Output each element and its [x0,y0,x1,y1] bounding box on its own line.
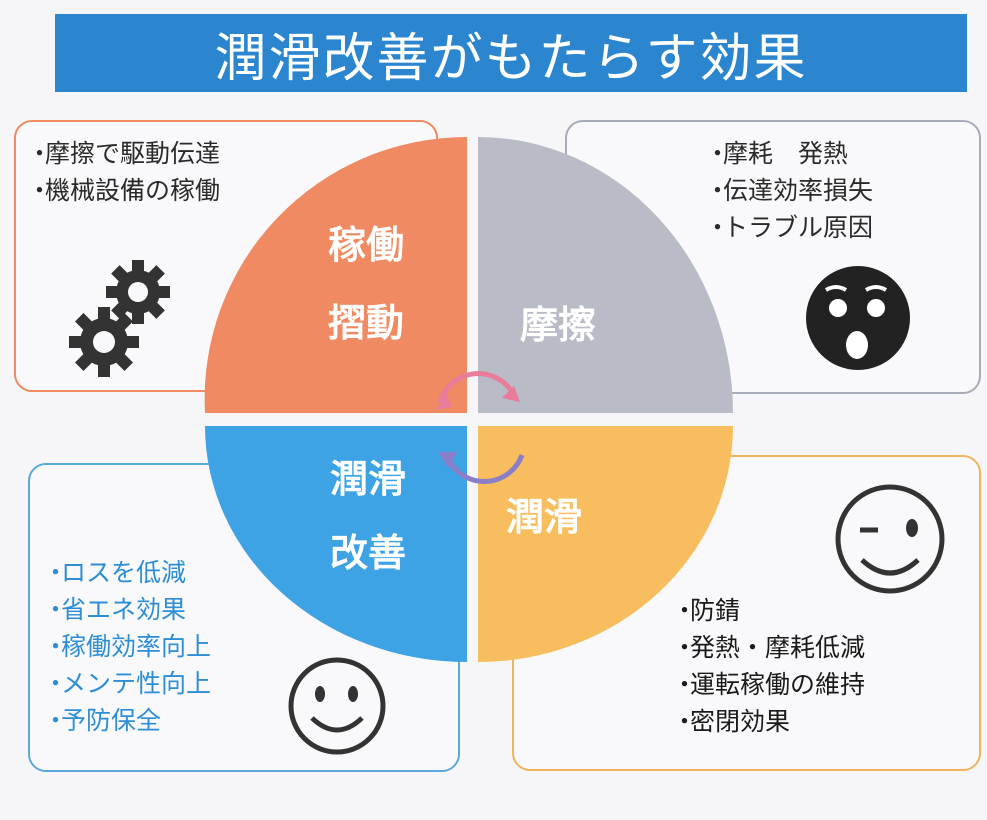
quadrant-top-left [204,136,467,413]
quadrant-label-bottom-left-2: 改善 [330,531,407,575]
list-item: ・省エネ効果 [43,595,187,624]
list-item: ・摩擦で駆動伝達 [27,139,221,168]
list-item: ・発熱・摩耗低減 [672,633,866,662]
list-item: ・防錆 [672,596,741,625]
list-item: ・運転稼働の維持 [672,670,866,699]
quadrant-label-top-left-1: 稼働 [328,223,405,267]
list-item: ・摩耗 発熱 [705,139,849,168]
list-top-left: ・摩擦で駆動伝達 ・機械設備の稼働 [27,135,220,209]
quadrant-top-right [478,137,733,413]
list-item: ・密閉効果 [672,707,791,736]
list-bottom-right: ・防錆 ・発熱・摩耗低減 ・運転稼働の維持 ・密閉効果 [672,592,865,740]
quadrant-label-top-left-2: 摺動 [328,301,405,345]
list-item: ・機械設備の稼働 [27,176,221,205]
list-item: ・トラブル原因 [705,213,874,242]
list-bottom-left: ・ロスを低減 ・省エネ効果 ・稼働効率向上 ・メンテ性向上 ・予防保全 [43,554,211,739]
list-item: ・稼働効率向上 [43,632,212,661]
list-item: ・予防保全 [43,706,162,735]
quadrant-bottom-right [478,426,733,662]
quadrant-label-bottom-left-1: 潤滑 [330,457,407,501]
title-bar: 潤滑改善がもたらす効果 [55,14,967,92]
list-item: ・ロスを低減 [43,558,187,587]
quadrant-label-top-right: 摩擦 [520,303,597,347]
list-item: ・メンテ性向上 [43,669,212,698]
list-top-right: ・摩耗 発熱 ・伝達効率損失 ・トラブル原因 [705,135,873,246]
quadrant-bottom-left [205,426,467,662]
page-title: 潤滑改善がもたらす効果 [214,28,808,89]
list-item: ・伝達効率損失 [705,176,874,205]
quadrant-label-bottom-right: 潤滑 [506,495,583,539]
